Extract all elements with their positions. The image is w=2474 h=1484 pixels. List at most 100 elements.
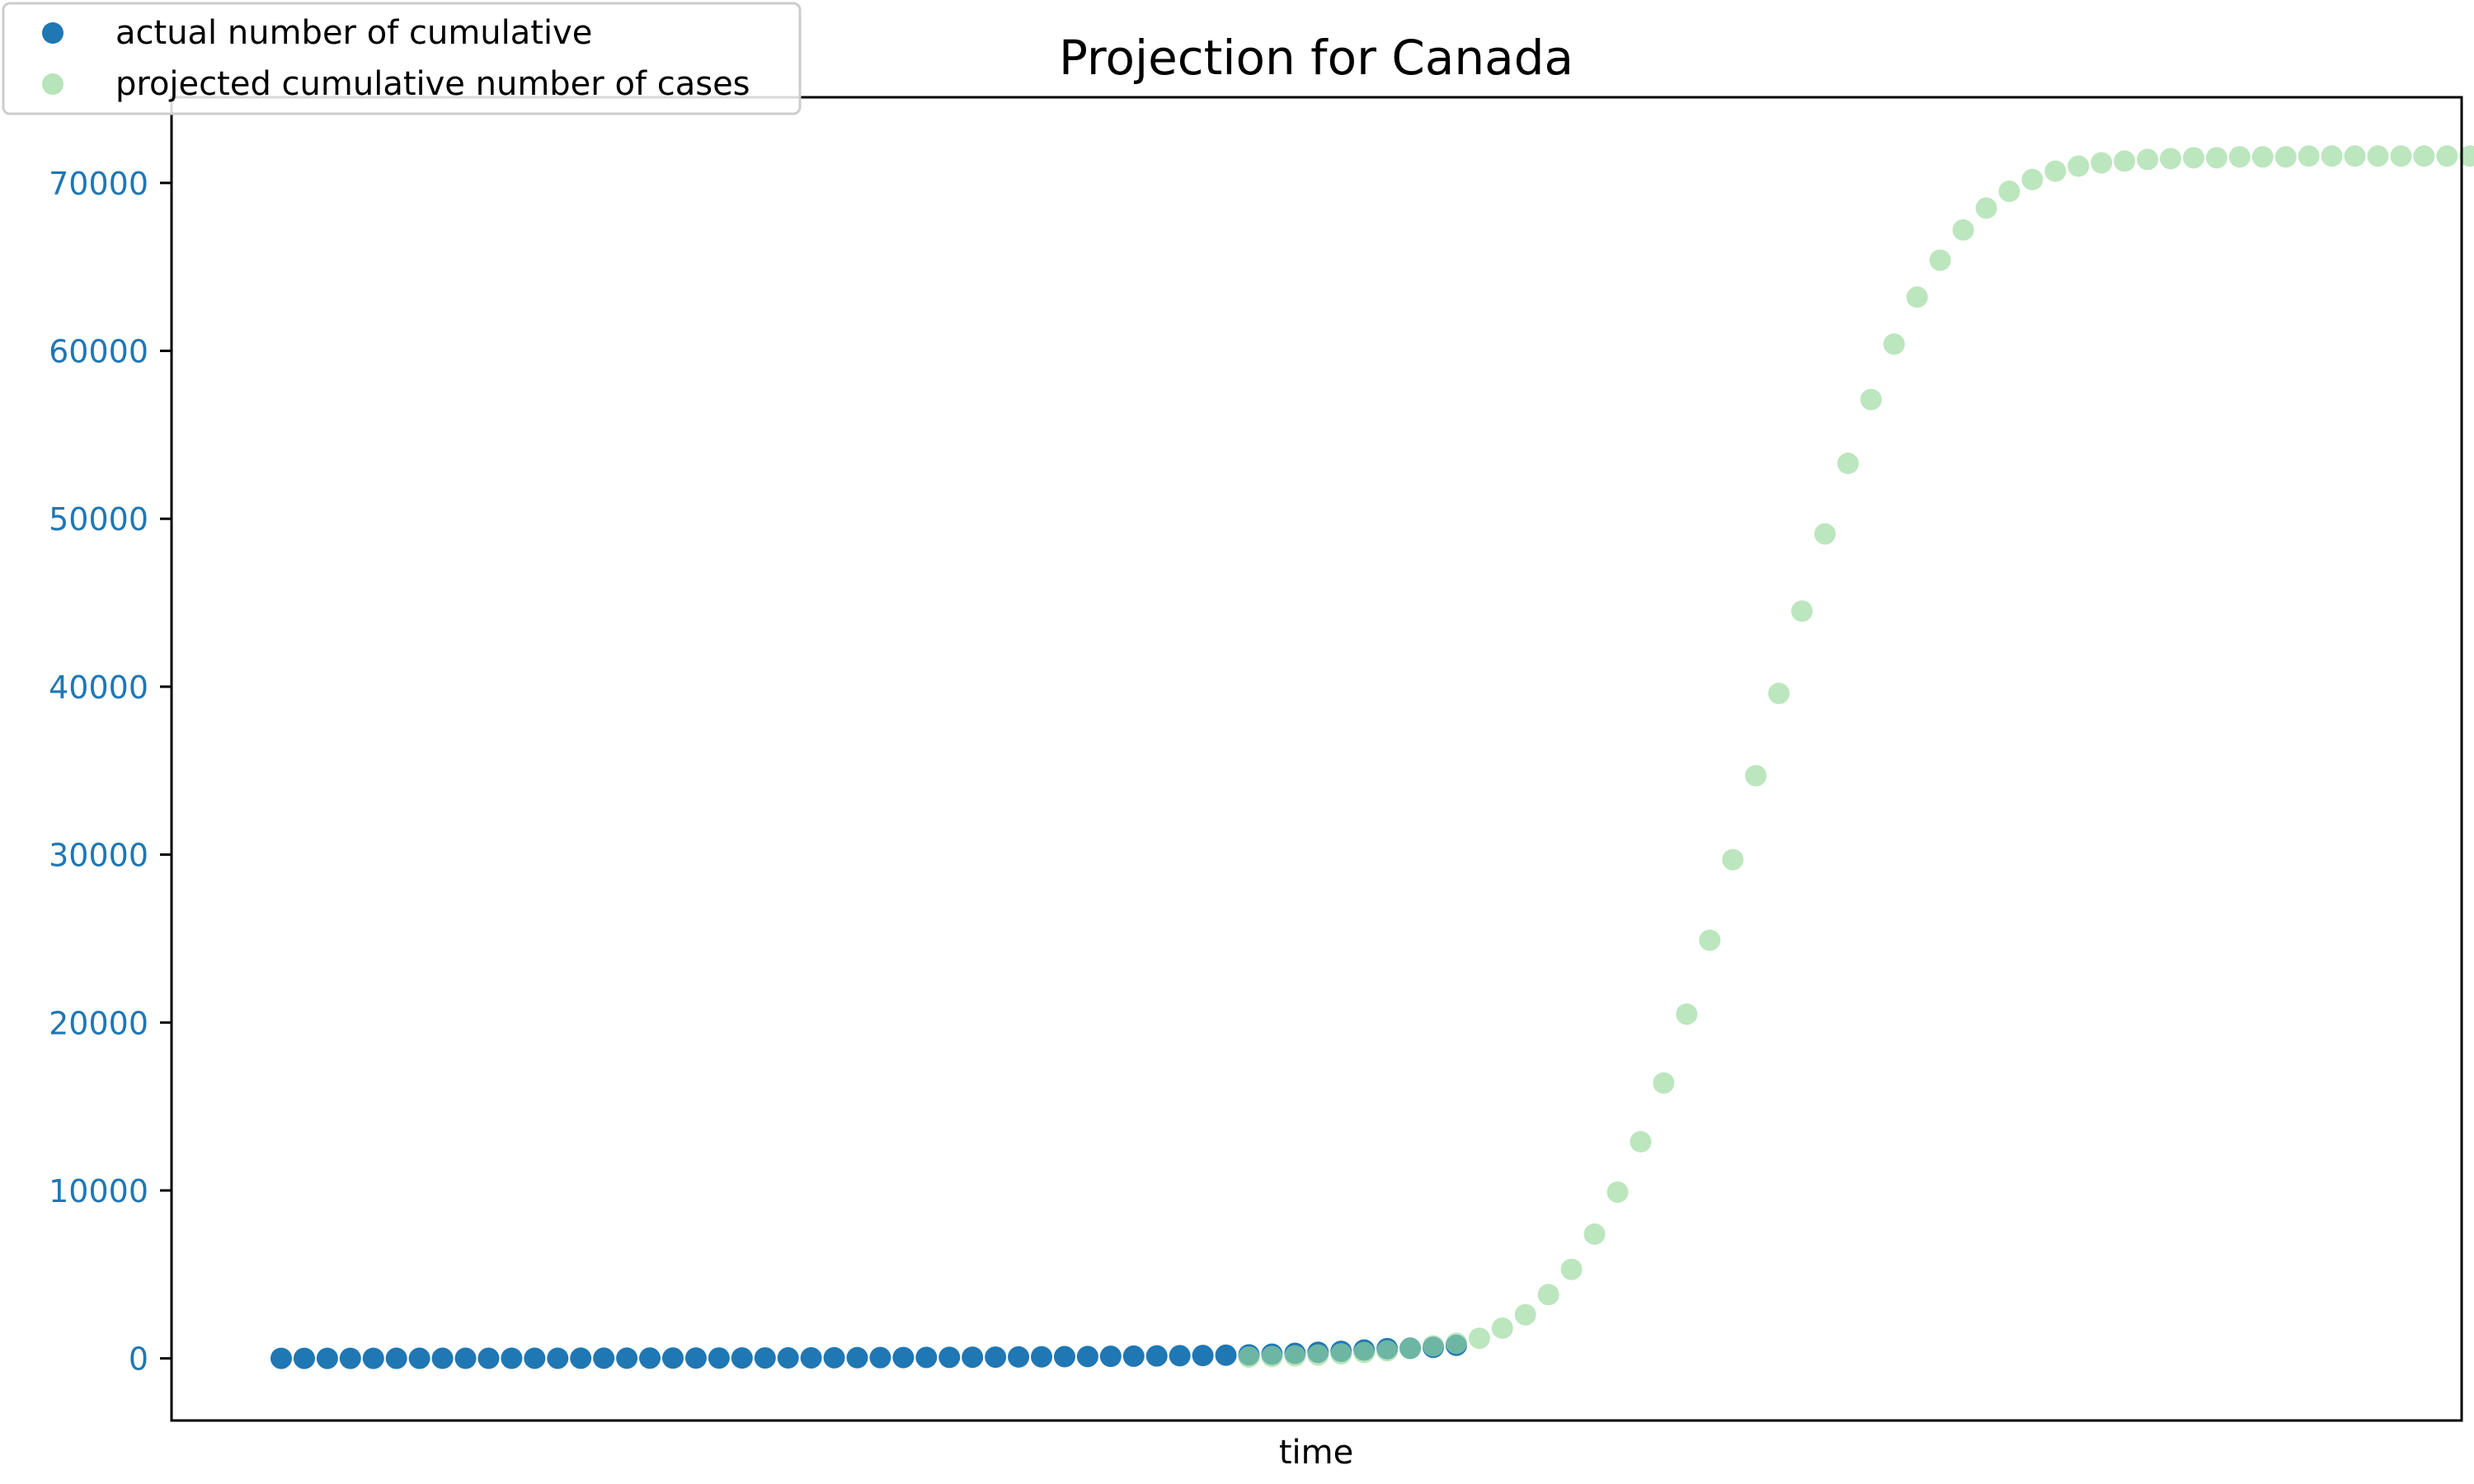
projected-point bbox=[1768, 683, 1790, 705]
projected-point bbox=[2044, 160, 2067, 182]
projected-point bbox=[1929, 249, 1951, 271]
actual-point bbox=[1145, 1345, 1168, 1367]
actual-point bbox=[454, 1347, 477, 1369]
projected-point bbox=[2183, 147, 2205, 169]
actual-point bbox=[293, 1347, 315, 1369]
projected-point bbox=[1722, 848, 1744, 871]
projected-point bbox=[1975, 197, 1997, 219]
projected-point bbox=[2228, 146, 2251, 168]
projected-point bbox=[2390, 145, 2412, 167]
projected-point bbox=[2321, 145, 2343, 167]
actual-point bbox=[1008, 1345, 1030, 1368]
y-tick-label: 10000 bbox=[49, 1173, 148, 1209]
projected-point bbox=[2459, 145, 2474, 167]
y-tick-label: 60000 bbox=[49, 334, 148, 370]
actual-point bbox=[915, 1346, 938, 1369]
projected-point bbox=[1468, 1327, 1490, 1350]
projected-point bbox=[2413, 145, 2435, 167]
projected-point bbox=[1560, 1258, 1583, 1280]
legend-box bbox=[2, 2, 802, 115]
projected-point bbox=[2274, 146, 2297, 168]
y-tick-label: 70000 bbox=[49, 166, 148, 202]
actual-point bbox=[616, 1347, 638, 1369]
y-tick-label: 40000 bbox=[49, 669, 148, 706]
projected-point bbox=[2344, 145, 2366, 167]
projected-point bbox=[1307, 1344, 1329, 1366]
actual-point bbox=[800, 1346, 822, 1369]
actual-point bbox=[731, 1347, 753, 1369]
actual-point bbox=[1192, 1345, 1214, 1367]
actual-point bbox=[431, 1347, 454, 1369]
projected-point bbox=[1883, 333, 1905, 355]
projected-point bbox=[2205, 147, 2227, 169]
y-tick-label: 50000 bbox=[49, 501, 148, 538]
plot-area bbox=[270, 145, 2474, 1369]
actual-point bbox=[639, 1347, 661, 1369]
legend-label-projected: projected cumulative number of cases bbox=[115, 65, 750, 103]
actual-point bbox=[1053, 1345, 1075, 1368]
legend-marker-projected bbox=[42, 73, 63, 95]
actual-point bbox=[1099, 1345, 1122, 1368]
actual-point bbox=[661, 1347, 684, 1369]
actual-point bbox=[962, 1346, 984, 1369]
projected-point bbox=[1537, 1284, 1559, 1306]
legend-label-actual: actual number of cumulative bbox=[115, 14, 592, 52]
y-axis: 0 10000 20000 30000 40000 50000 60000 70000 bbox=[49, 166, 172, 1378]
actual-point bbox=[362, 1347, 384, 1369]
actual-point bbox=[892, 1346, 915, 1369]
y-tick-label: 30000 bbox=[49, 838, 148, 874]
actual-point bbox=[1122, 1345, 1145, 1367]
projected-point bbox=[1653, 1072, 1675, 1094]
projected-point bbox=[1791, 600, 1813, 622]
actual-point bbox=[316, 1347, 338, 1369]
projected-point bbox=[1860, 388, 1882, 411]
actual-point bbox=[570, 1347, 592, 1369]
projected-point bbox=[1261, 1345, 1283, 1368]
projected-point bbox=[1514, 1303, 1536, 1326]
projected-point bbox=[2067, 155, 2090, 177]
actual-point bbox=[339, 1347, 361, 1369]
y-tick-label: 0 bbox=[129, 1341, 148, 1378]
projected-point bbox=[1376, 1340, 1399, 1362]
projected-point bbox=[1699, 929, 1721, 951]
actual-point bbox=[547, 1347, 569, 1369]
projected-point bbox=[1583, 1223, 1606, 1245]
projected-point bbox=[2137, 148, 2159, 171]
projected-point bbox=[1630, 1130, 1652, 1153]
projected-point bbox=[1330, 1343, 1352, 1365]
projected-point bbox=[1399, 1337, 1422, 1360]
projected-point bbox=[2021, 168, 2044, 190]
actual-point bbox=[1215, 1344, 1237, 1366]
y-tick-label: 20000 bbox=[49, 1005, 148, 1041]
projected-point bbox=[2114, 150, 2136, 172]
actual-point bbox=[270, 1347, 292, 1369]
actual-point bbox=[501, 1347, 523, 1369]
projected-point bbox=[1837, 453, 1859, 475]
projected-point bbox=[1813, 523, 1836, 545]
axes-frame bbox=[170, 96, 2463, 1422]
projected-point bbox=[1491, 1317, 1513, 1339]
actual-point bbox=[385, 1347, 407, 1369]
projected-point bbox=[2436, 145, 2458, 167]
projected-point bbox=[1238, 1346, 1260, 1369]
actual-point bbox=[1076, 1345, 1098, 1368]
projected-point bbox=[1745, 764, 1767, 787]
projected-point bbox=[1998, 181, 2020, 203]
projected-point bbox=[2091, 152, 2113, 174]
projected-point bbox=[1606, 1181, 1629, 1203]
actual-point bbox=[777, 1347, 799, 1369]
projected-point bbox=[1906, 286, 1928, 308]
projected-point bbox=[2367, 145, 2389, 167]
actual-point bbox=[869, 1346, 891, 1369]
projected-point bbox=[2298, 145, 2320, 167]
series-projected bbox=[1238, 145, 2474, 1369]
actual-point bbox=[684, 1347, 707, 1369]
legend: actual number of cumulative projected cu… bbox=[2, 2, 802, 115]
projected-point bbox=[1353, 1341, 1376, 1364]
actual-point bbox=[846, 1346, 868, 1369]
actual-point bbox=[754, 1347, 776, 1369]
x-axis-label: time bbox=[1279, 1434, 1353, 1472]
projected-point bbox=[1423, 1335, 1444, 1357]
actual-point bbox=[985, 1346, 1007, 1369]
